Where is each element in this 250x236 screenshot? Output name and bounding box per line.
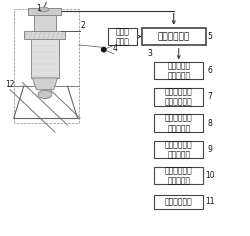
- Text: 电弧旋转位
置检测模块: 电弧旋转位 置检测模块: [167, 61, 190, 80]
- Text: 11: 11: [205, 197, 215, 206]
- Text: 3: 3: [148, 49, 152, 58]
- FancyBboxPatch shape: [154, 141, 203, 158]
- FancyBboxPatch shape: [154, 114, 203, 132]
- Text: 10: 10: [205, 171, 215, 180]
- Text: 数据采集模块: 数据采集模块: [158, 32, 190, 41]
- Text: 12: 12: [5, 80, 15, 89]
- FancyBboxPatch shape: [28, 8, 61, 15]
- FancyBboxPatch shape: [142, 28, 206, 45]
- FancyBboxPatch shape: [108, 28, 137, 45]
- FancyBboxPatch shape: [24, 31, 65, 39]
- Text: 多周期焊缝偏
差统计模块: 多周期焊缝偏 差统计模块: [165, 166, 192, 185]
- Text: 8: 8: [208, 119, 212, 128]
- FancyBboxPatch shape: [34, 15, 56, 31]
- FancyBboxPatch shape: [154, 88, 203, 106]
- Text: 单周期焊缝偏
差提取模块: 单周期焊缝偏 差提取模块: [165, 140, 192, 159]
- Polygon shape: [32, 78, 58, 90]
- Text: 7: 7: [208, 92, 212, 101]
- FancyBboxPatch shape: [154, 62, 203, 79]
- Text: 双通道莫尔变
换处理模块: 双通道莫尔变 换处理模块: [165, 114, 192, 133]
- Ellipse shape: [38, 90, 52, 99]
- Text: 2: 2: [80, 21, 85, 30]
- FancyBboxPatch shape: [31, 38, 59, 78]
- Text: 4: 4: [113, 44, 118, 53]
- Text: 声音调
理模块: 声音调 理模块: [116, 27, 130, 46]
- FancyBboxPatch shape: [154, 167, 203, 184]
- Text: 5: 5: [208, 32, 212, 41]
- Text: 1: 1: [36, 4, 41, 13]
- Ellipse shape: [101, 47, 106, 52]
- Text: 单周期电弧声
信号提取模块: 单周期电弧声 信号提取模块: [165, 87, 192, 106]
- Text: 焊缝偏差输出: 焊缝偏差输出: [165, 197, 192, 206]
- Text: 6: 6: [208, 66, 212, 75]
- FancyBboxPatch shape: [154, 195, 203, 209]
- Text: 9: 9: [208, 145, 212, 154]
- Ellipse shape: [39, 7, 49, 12]
